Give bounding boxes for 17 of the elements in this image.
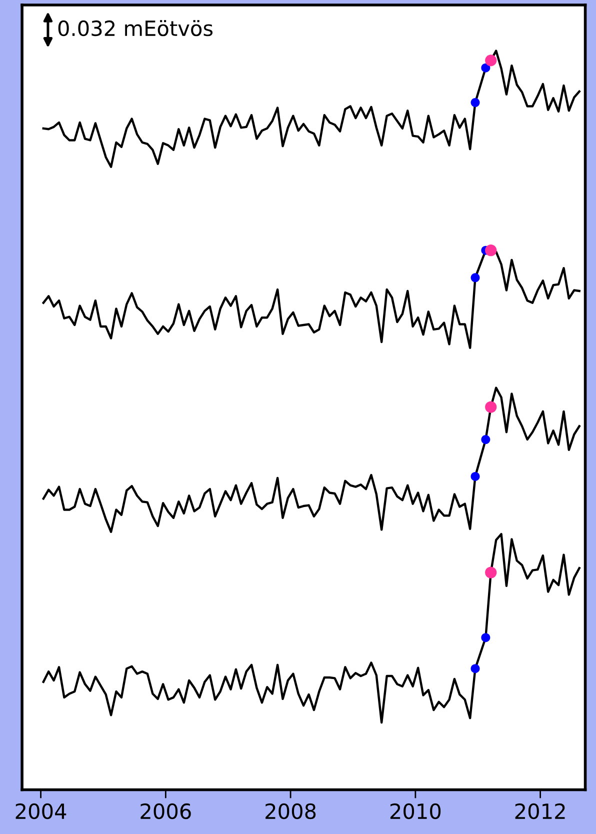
x-tick-label: 2008	[266, 803, 316, 820]
point	[481, 435, 490, 444]
x-tick-label: 2012	[515, 803, 565, 820]
point	[481, 63, 490, 72]
point	[481, 633, 490, 642]
point	[485, 566, 497, 578]
point	[470, 664, 480, 674]
x-tick-label: 2010	[390, 803, 441, 820]
point	[485, 54, 497, 66]
point	[485, 244, 497, 256]
point	[470, 98, 480, 108]
x-tick-label: 2004	[16, 803, 66, 820]
point	[485, 401, 497, 413]
text: 0.032 mEötvös	[58, 20, 213, 36]
x-tick-label: 2006	[140, 803, 191, 820]
point	[470, 472, 480, 481]
point	[470, 273, 480, 282]
